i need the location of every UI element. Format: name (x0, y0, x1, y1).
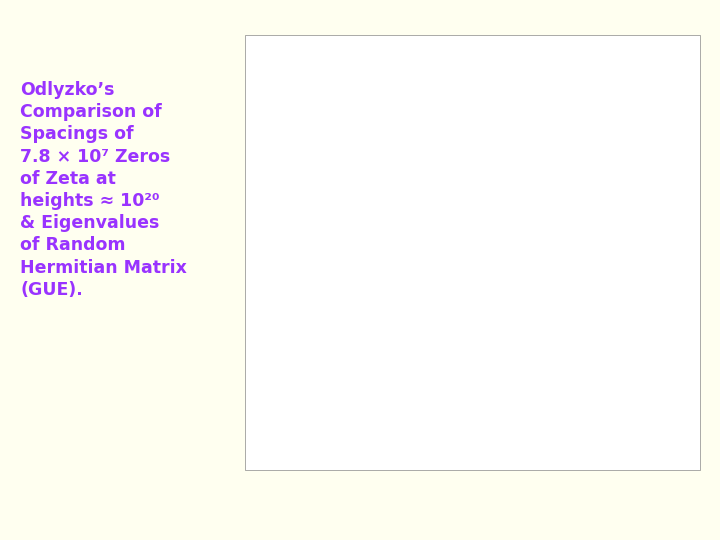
Text: Odlyzko’s
Comparison of
Spacings of
7.8 × 10⁷ Zeros
of Zeta at
heights ≈ 10²⁰
& : Odlyzko’s Comparison of Spacings of 7.8 … (20, 81, 187, 299)
X-axis label: normalized spacing: normalized spacing (437, 435, 553, 448)
Y-axis label: density: density (256, 208, 269, 252)
